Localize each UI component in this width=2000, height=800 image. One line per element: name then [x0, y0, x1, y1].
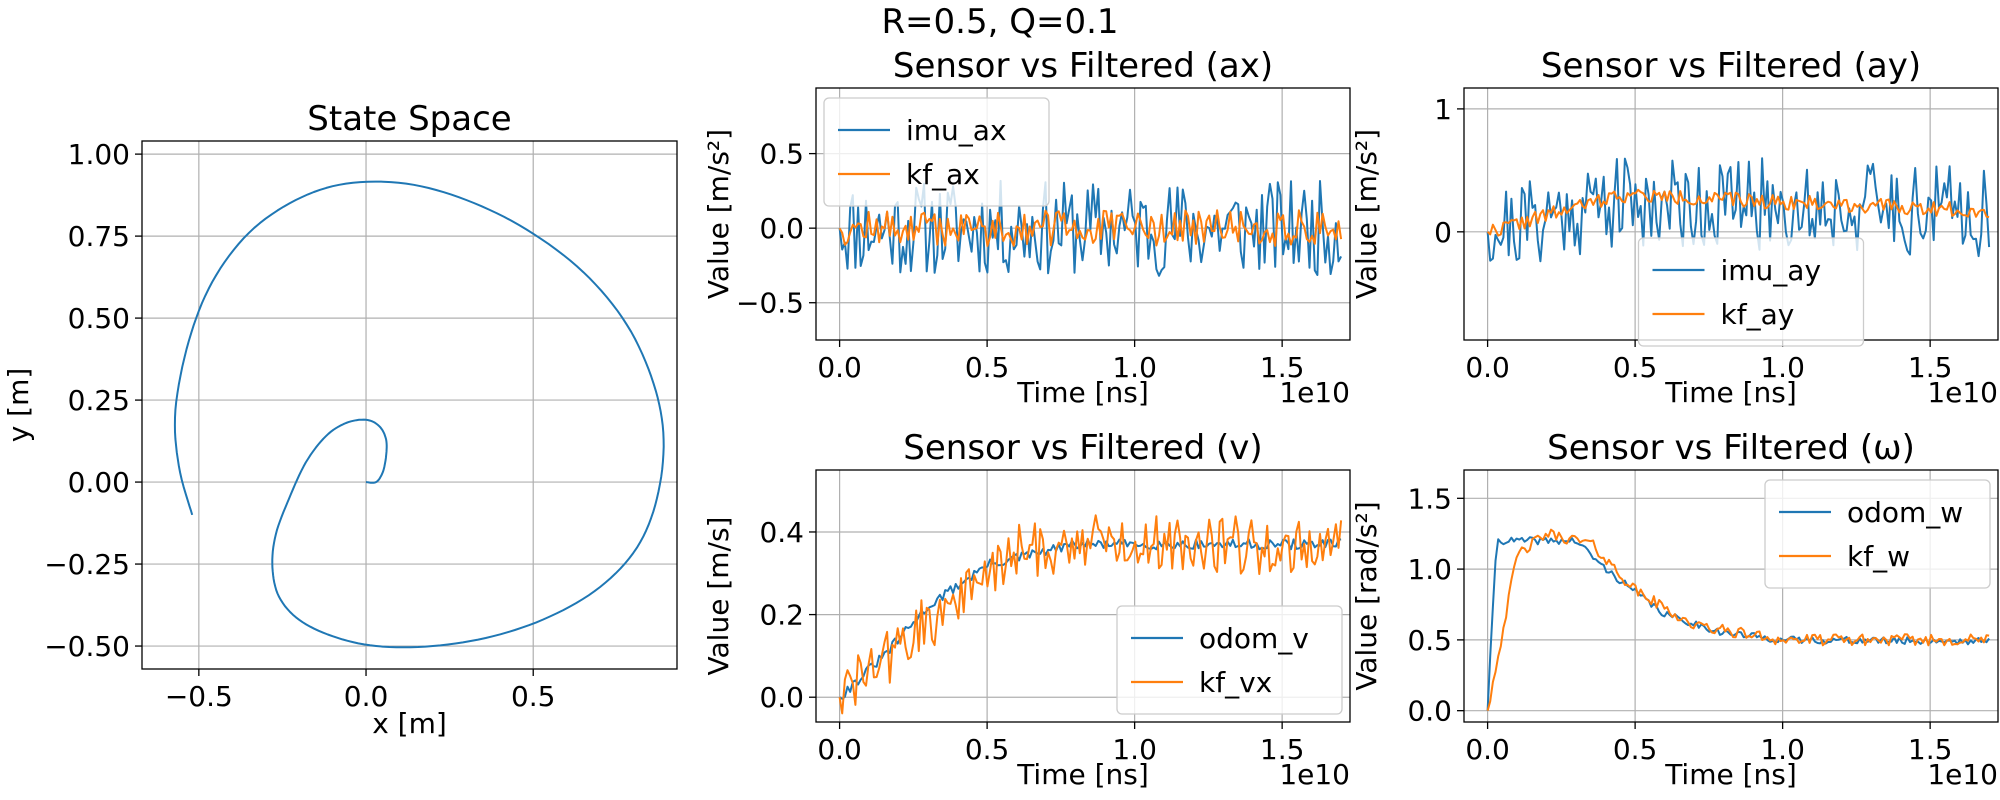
y-tick-label: 0.0 [759, 681, 804, 714]
y-tick-label: 0.00 [68, 466, 130, 499]
y-tick-label: 0.5 [759, 138, 804, 171]
y-tick-label: 0.0 [1407, 695, 1452, 728]
chart-title: Sensor vs Filtered (v) [903, 428, 1262, 468]
y-tick-label: 0.5 [1407, 624, 1452, 657]
x-tick-label: 1.5 [1260, 733, 1305, 766]
series-line-kf_ay [1486, 188, 1990, 237]
legend: odom_w kf_w [1764, 479, 1991, 589]
chart-title: Sensor vs Filtered (ay) [1541, 46, 1921, 86]
series-group [838, 514, 1343, 715]
series-line-kf_ax [838, 209, 1343, 247]
x-tick-label: 0.5 [965, 351, 1010, 384]
y-axis-label: y [m] [2, 368, 35, 443]
x-tick-label: 1.0 [1760, 733, 1805, 766]
chart-title: Sensor vs Filtered (ax) [893, 46, 1273, 86]
plot-frame [815, 87, 1351, 341]
x-tick-label: 0.5 [511, 680, 556, 713]
x-tick-label: 0.0 [344, 680, 389, 713]
y-axis-label: Value [rad/s²] [1350, 501, 1383, 690]
series-group [1486, 528, 1990, 711]
y-axis-label: Value [m/s] [702, 517, 735, 676]
x-tick-label: 0.5 [1613, 351, 1658, 384]
x-tick-label: 0.0 [817, 351, 862, 384]
legend-entry: kf_w [1847, 540, 1910, 573]
y-tick-label: −0.25 [44, 548, 130, 581]
x-axis-label: Time [ns] [1664, 758, 1797, 791]
legend-box [823, 97, 1050, 207]
y-tick-label: 0.4 [759, 516, 804, 549]
y-tick-label: 0 [1434, 216, 1452, 249]
chart-title: State Space [307, 99, 511, 139]
legend-entry: odom_v [1199, 622, 1309, 655]
x-tick-label: 1.5 [1908, 351, 1953, 384]
plot-frame [815, 469, 1351, 723]
chart-w: 0.0 0.5 1.0 1.5 0.0 0.5 1.0 1.5 Sensor vs Filter… [1350, 428, 1999, 791]
chart-v: 0.0 0.5 1.0 1.5 0.0 0.2 0.4 Sensor vs Filtered … [702, 428, 1351, 791]
y-tick-label: −0.50 [44, 630, 130, 663]
chart-ax: 0.0 0.5 1.0 1.5 −0.5 0.0 0.5 Sensor vs Filtered… [702, 46, 1351, 409]
x-offset-label: 1e10 [1279, 758, 1350, 791]
x-tick-label: 0.0 [1465, 733, 1510, 766]
x-axis-label: Time [ns] [1664, 376, 1797, 409]
figure-suptitle: R=0.5, Q=0.1 [881, 2, 1118, 42]
x-tick-label: 0.5 [965, 733, 1010, 766]
legend-box [1764, 479, 1991, 589]
plot-frame [1463, 469, 1999, 723]
chart-title: Sensor vs Filtered (ω) [1547, 428, 1915, 468]
x-tick-label: −0.5 [165, 680, 233, 713]
x-tick-label: 1.0 [1112, 351, 1157, 384]
chart-state: −0.5 0.0 0.5 −0.50 −0.25 0.00 0.25 0.50 0.75 1.00… [2, 99, 678, 740]
y-tick-label: 0.0 [759, 212, 804, 245]
y-tick-label: 1.5 [1407, 482, 1452, 515]
legend-box [1637, 237, 1865, 347]
x-tick-label: 0.0 [1465, 351, 1510, 384]
legend-entry: odom_w [1847, 496, 1963, 529]
legend-entry: kf_ay [1721, 298, 1795, 331]
legend-entry: imu_ax [906, 114, 1007, 147]
y-axis-label: Value [m/s²] [1350, 129, 1383, 299]
y-tick-label: 0.2 [759, 599, 804, 632]
x-tick-label: 1.0 [1760, 351, 1805, 384]
x-tick-label: 1.5 [1908, 733, 1953, 766]
y-tick-label: 0.25 [68, 384, 130, 417]
series-line-state [173, 180, 665, 649]
legend: imu_ay kf_ay [1637, 237, 1865, 347]
series-group [173, 180, 665, 649]
legend: odom_v kf_vx [1116, 605, 1343, 715]
y-axis-label: Value [m/s²] [702, 129, 735, 299]
y-tick-label: −0.5 [736, 287, 804, 320]
x-offset-label: 1e10 [1279, 376, 1350, 409]
y-tick-label: 1.0 [1407, 553, 1452, 586]
plot-frame [141, 140, 678, 670]
series-line-kf_w [1486, 528, 1990, 711]
legend: imu_ax kf_ax [823, 97, 1050, 207]
x-axis-label: Time [ns] [1016, 758, 1149, 791]
chart-ay: 0.0 0.5 1.0 1.5 0 1 Sensor vs Filtered (ay) Tim… [1350, 46, 1999, 409]
x-axis-label: x [m] [372, 707, 447, 740]
legend-box [1116, 605, 1343, 715]
x-offset-label: 1e10 [1927, 758, 1998, 791]
x-offset-label: 1e10 [1927, 376, 1998, 409]
legend-entry: kf_vx [1199, 666, 1272, 699]
legend-entry: kf_ax [906, 158, 980, 191]
x-axis-label: Time [ns] [1016, 376, 1149, 409]
x-tick-label: 0.5 [1613, 733, 1658, 766]
series-group [1486, 157, 1991, 263]
series-line-imu_ay [1486, 157, 1991, 263]
x-tick-label: 0.0 [817, 733, 862, 766]
series-line-kf_vx [838, 514, 1343, 715]
x-tick-label: 1.0 [1112, 733, 1157, 766]
x-tick-label: 1.5 [1260, 351, 1305, 384]
y-tick-label: 1 [1434, 93, 1452, 126]
legend-entry: imu_ay [1721, 254, 1822, 287]
y-tick-label: 0.75 [68, 220, 130, 253]
y-tick-label: 1.00 [68, 138, 130, 171]
y-tick-label: 0.50 [68, 302, 130, 335]
